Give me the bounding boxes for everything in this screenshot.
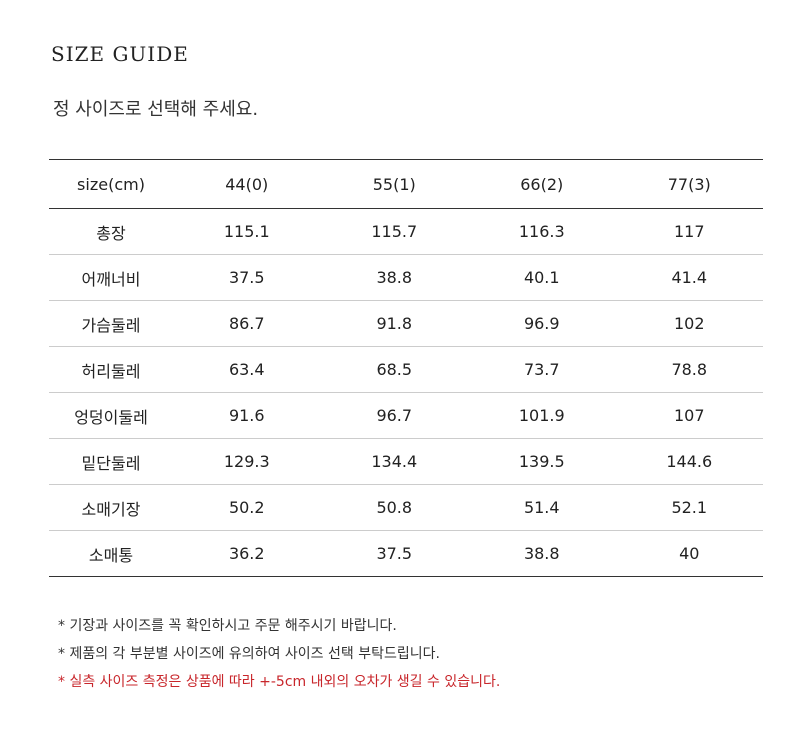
table-cell: 115.1	[223, 222, 270, 241]
table-row: 엉덩이둘레 91.6 96.7 101.9 107	[49, 393, 763, 439]
table-cell: 37.5	[376, 544, 413, 563]
table-cell: 134.4	[371, 452, 418, 471]
table-cell: 38.8	[523, 544, 560, 563]
subtitle: 정 사이즈로 선택해 주세요.	[53, 99, 259, 120]
table-cell: 41.4	[671, 268, 708, 287]
table-row: 소매통 36.2 37.5 38.8 40	[49, 531, 763, 577]
row-label: 밑단둘레	[81, 453, 141, 473]
row-label: 어깨너비	[81, 269, 141, 289]
table-cell: 38.8	[376, 268, 413, 287]
table-cell: 63.4	[228, 360, 265, 379]
column-header: 66(2)	[520, 174, 564, 194]
table-cell: 36.2	[228, 544, 265, 563]
note-warning: * 실측 사이즈 측정은 상품에 따라 +-5cm 내외의 오차가 생길 수 있…	[58, 674, 501, 690]
table-row: 소매기장 50.2 50.8 51.4 52.1	[49, 485, 763, 531]
column-header: 77(3)	[667, 174, 711, 194]
table-cell: 40	[679, 544, 700, 563]
table-cell: 52.1	[671, 498, 708, 517]
table-cell: 40.1	[523, 268, 560, 287]
table-row: 어깨너비 37.5 38.8 40.1 41.4	[49, 255, 763, 301]
row-label: 엉덩이둘레	[74, 407, 148, 427]
table-cell: 139.5	[518, 452, 565, 471]
table-row: 총장 115.1 115.7 116.3 117	[49, 209, 763, 255]
table-cell: 96.9	[523, 314, 560, 333]
row-label: 총장	[96, 223, 126, 243]
table-cell: 101.9	[518, 406, 565, 425]
table-cell: 73.7	[523, 360, 560, 379]
table-cell: 37.5	[228, 268, 265, 287]
note-2: * 제품의 각 부분별 사이즈에 유의하여 사이즈 선택 부탁드립니다.	[58, 646, 440, 662]
table-cell: 50.8	[376, 498, 413, 517]
table-cell: 68.5	[376, 360, 413, 379]
table-cell: 107	[673, 406, 705, 425]
page-title: SIZE GUIDE	[51, 42, 189, 66]
size-table: size(cm) 44(0) 55(1) 66(2) 77(3) 총장 115.1 115.…	[49, 159, 763, 577]
notes: * 기장과 사이즈를 꼭 확인하시고 주문 해주시기 바랍니다. * 제품의 각…	[58, 612, 500, 696]
table-cell: 96.7	[376, 406, 413, 425]
row-label: 소매통	[88, 545, 134, 565]
table-cell: 86.7	[228, 314, 265, 333]
table-cell: 91.6	[228, 406, 265, 425]
table-header-row: size(cm) 44(0) 55(1) 66(2) 77(3)	[49, 159, 763, 209]
column-header: size(cm)	[77, 174, 145, 194]
table-cell: 51.4	[523, 498, 560, 517]
table-cell: 91.8	[376, 314, 413, 333]
table-cell: 102	[673, 314, 705, 333]
table-cell: 117	[673, 222, 705, 241]
table-cell: 50.2	[228, 498, 265, 517]
column-header: 44(0)	[225, 174, 269, 194]
row-label: 가슴둘레	[81, 315, 141, 335]
table-cell: 115.7	[371, 222, 418, 241]
row-label: 소매기장	[81, 499, 141, 519]
table-cell: 116.3	[518, 222, 565, 241]
table-cell: 144.6	[666, 452, 713, 471]
table-cell: 78.8	[671, 360, 708, 379]
table-cell: 129.3	[223, 452, 270, 471]
row-label: 허리둘레	[81, 361, 141, 381]
table-row: 가슴둘레 86.7 91.8 96.9 102	[49, 301, 763, 347]
column-header: 55(1)	[372, 174, 416, 194]
table-row: 밑단둘레 129.3 134.4 139.5 144.6	[49, 439, 763, 485]
table-row: 허리둘레 63.4 68.5 73.7 78.8	[49, 347, 763, 393]
note-1: * 기장과 사이즈를 꼭 확인하시고 주문 해주시기 바랍니다.	[58, 618, 397, 634]
